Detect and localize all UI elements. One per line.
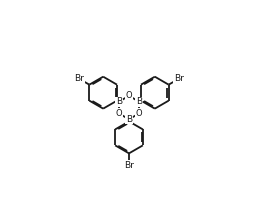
Text: Br: Br xyxy=(174,74,184,83)
Text: Br: Br xyxy=(74,74,84,83)
Text: O: O xyxy=(116,109,122,118)
Text: B: B xyxy=(116,97,122,106)
Text: O: O xyxy=(126,91,132,100)
Text: B: B xyxy=(126,115,132,124)
Text: O: O xyxy=(136,109,142,118)
Text: Br: Br xyxy=(124,161,134,170)
Text: B: B xyxy=(136,97,142,106)
